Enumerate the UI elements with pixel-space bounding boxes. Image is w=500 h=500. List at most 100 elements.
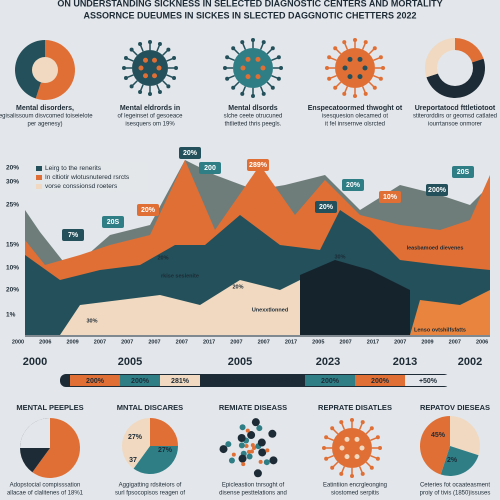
virus-tip [369,465,374,470]
virus-tip [375,456,380,461]
virus-tip [363,40,368,45]
callout-box [379,191,401,203]
virus-spike [343,86,349,94]
x-label: 2005 [312,339,324,345]
donut-seg [420,416,450,475]
virus-tip [223,66,227,70]
dot-cluster [257,438,266,447]
virus-dot [245,74,251,80]
caption: slche ceete otrucuned [224,114,283,120]
virus-tip [123,75,128,80]
virus-spike [368,48,375,55]
virus-spike [365,461,372,468]
year-label: 2005 [118,356,142,368]
callout-box [426,184,448,196]
dot-cluster [253,469,262,478]
virus-dot [339,445,345,451]
virus-spike [326,454,334,460]
dot-cluster [251,418,260,427]
virus-tip [360,471,365,476]
caption: legisalissoum disvcomed toiseielote [0,114,93,120]
virus-dot [357,56,363,62]
donut-hole [32,57,58,83]
virus-spike [365,428,372,435]
virus-tip [324,456,329,461]
virus-tip [225,76,230,81]
dot-cluster [225,441,232,448]
virus-spike [162,49,169,56]
virus-body [335,48,375,88]
virus-tip [350,474,354,478]
donut-seg [450,416,480,456]
dot-cluster [241,462,246,467]
caption: Mental dlsords [228,105,278,112]
virus-tip [225,55,230,60]
caption: siostomed serpitis [331,491,379,497]
virus-dot [152,73,157,79]
virus-tip [240,40,245,45]
caption: Adopstocial compisssation [10,483,81,489]
year-label: 2002 [458,356,482,368]
virus-spike [373,74,381,80]
virus-spike [358,422,364,430]
virus-tip [122,66,126,70]
caption: iourrtansoe onmorer [428,122,482,128]
bar-seg [405,375,450,386]
callout-box [102,216,124,228]
virus-spike [139,84,144,92]
callout: 289% [249,162,268,169]
bar-seg [305,375,355,386]
virus-tip [157,41,162,46]
legend-swatch [36,166,42,171]
virus-dot [143,57,148,63]
callout: 20% [319,204,334,211]
title: ASSORNCE DUEUMES IN SICKES IN SLECTED DA… [83,10,416,20]
virus-body [233,48,273,88]
virus-tip [342,91,347,96]
virus-dot [357,74,363,80]
virus-spike [329,74,337,80]
y-label: 25% [6,202,19,209]
dot-cluster [249,449,254,454]
bar-label: 200% [321,378,340,385]
year-label: 2005 [228,356,252,368]
virus-tip [369,426,374,431]
virus-dot [362,65,368,71]
bar-seg [160,375,200,386]
virus-body [132,50,168,86]
virus-tip [363,91,368,96]
area-dark [300,260,410,335]
virus-spike [162,80,169,87]
inner-label: rkise seslenite [161,273,199,279]
virus-spike [266,81,273,88]
virus-dot [347,56,353,62]
dot-cluster [237,434,246,443]
bar-label: 281% [171,378,190,385]
virus-tip [172,56,177,61]
virus-tip [270,85,275,90]
pie-label: 45% [431,432,446,439]
virus-spike [227,56,235,62]
year-label: 2013 [393,356,417,368]
bar-seg [70,375,120,386]
pie-label: 37 [129,457,137,464]
callout-box [179,147,201,159]
virus-spike [266,48,273,55]
virus-spike [332,461,339,468]
virus-spike [259,42,265,50]
virus-tip [327,55,332,60]
dot-cluster [239,424,246,431]
x-label: 2007 [394,339,406,345]
virus-tip [378,55,383,60]
callout-box [452,166,474,178]
callout: 200% [428,187,447,194]
bar-label: 200% [371,378,390,385]
virus-dot [344,436,350,442]
virus-spike [368,81,375,88]
virus-tip [381,66,385,70]
virus-spike [139,44,144,52]
virus-tip [353,38,357,42]
inner-label: 30% [86,318,97,324]
virus-tip [322,446,326,450]
